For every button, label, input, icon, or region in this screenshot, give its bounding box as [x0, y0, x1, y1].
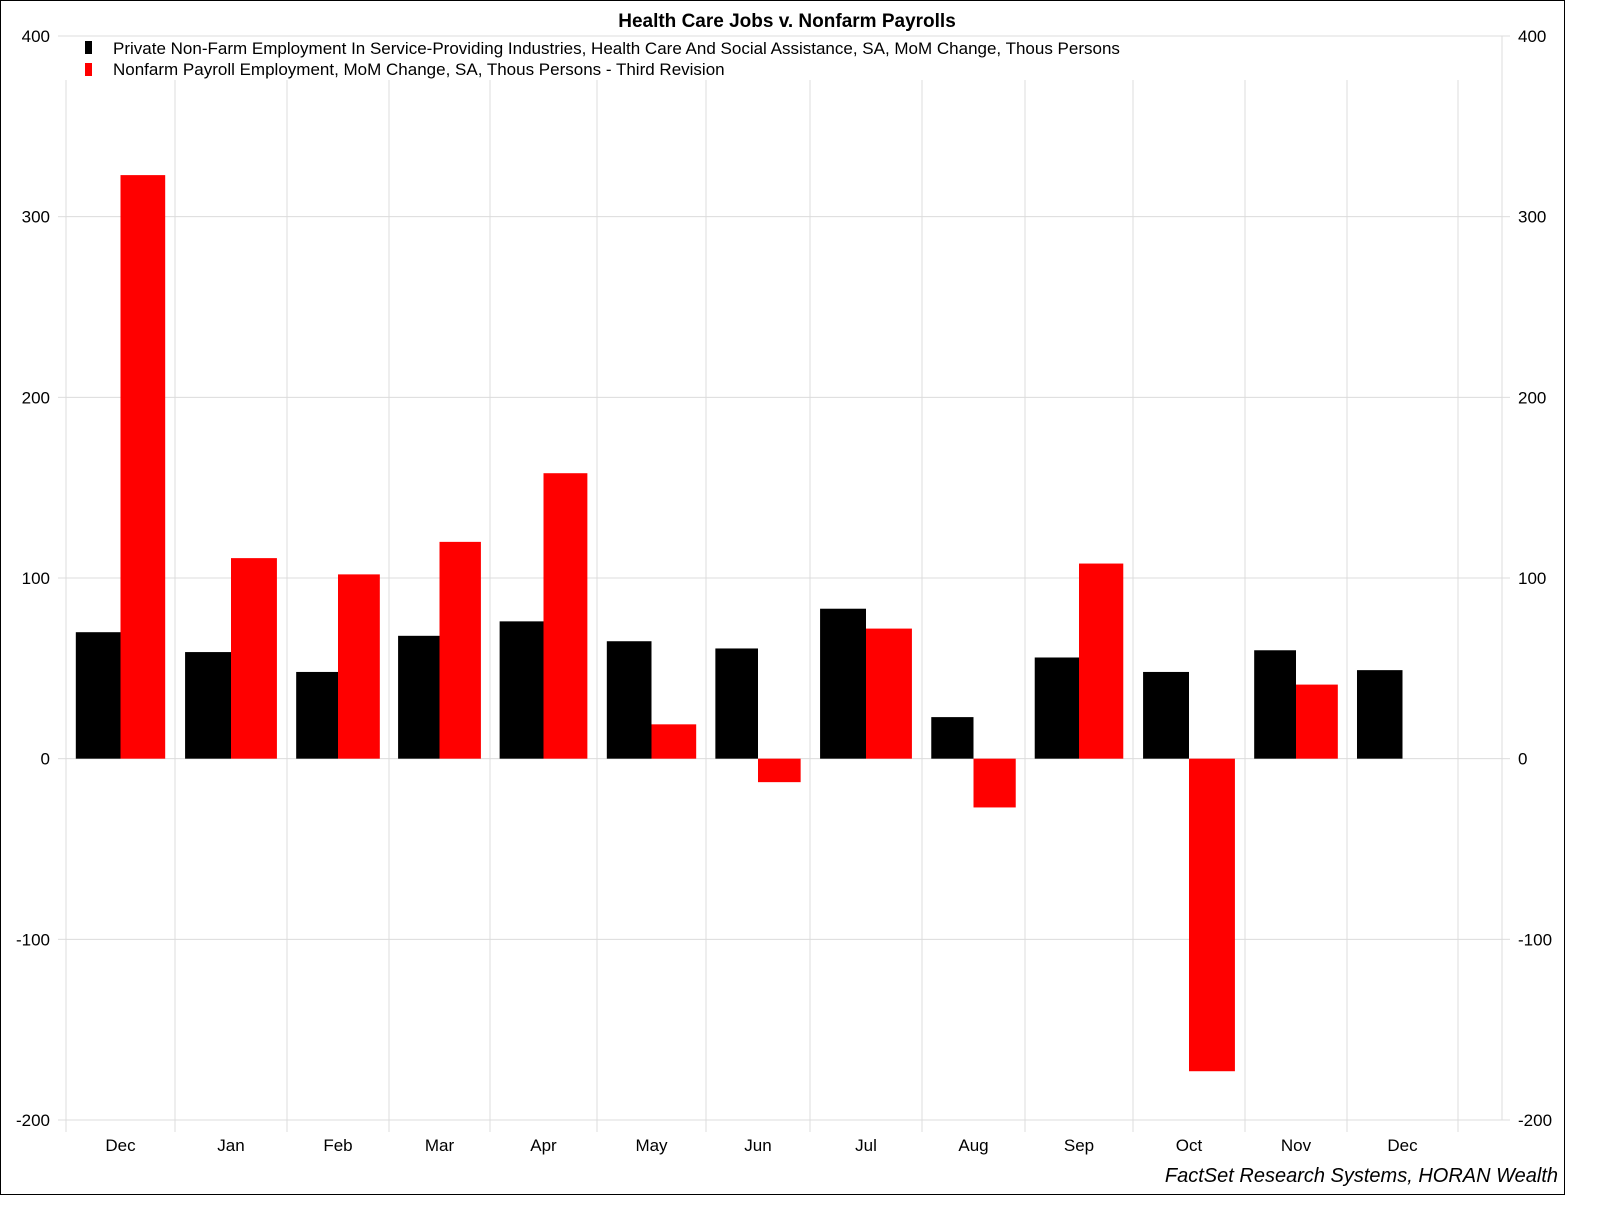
x-tick-label: Aug: [958, 1136, 988, 1155]
y-tick-label-right: 300: [1518, 208, 1546, 227]
y-tick-label-left: 200: [22, 388, 50, 407]
x-tick-label: Jul: [855, 1136, 877, 1155]
bar-health-care: [296, 671, 338, 759]
y-tick-label-left: 100: [22, 569, 50, 588]
y-tick-label-left: -100: [16, 930, 50, 949]
bar-health-care: [185, 652, 231, 759]
y-tick-label-left: -200: [16, 1111, 50, 1130]
bar-nonfarm: [439, 541, 481, 759]
bar-health-care: [820, 608, 866, 759]
y-tick-label-right: 200: [1518, 388, 1546, 407]
bar-health-care: [606, 641, 652, 759]
y-tick-label-right: -200: [1518, 1111, 1552, 1130]
bar-health-care: [1356, 670, 1403, 759]
y-tick-label-right: -100: [1518, 930, 1552, 949]
x-tick-label: Oct: [1176, 1136, 1203, 1155]
bar-health-care: [1254, 650, 1296, 759]
x-tick-label: Feb: [323, 1136, 352, 1155]
y-tick-label-left: 400: [22, 27, 50, 46]
y-tick-label-right: 100: [1518, 569, 1546, 588]
x-tick-label: Jun: [744, 1136, 771, 1155]
source-note: FactSet Research Systems, HORAN Wealth: [1165, 1165, 1558, 1187]
bar-health-care: [931, 717, 974, 759]
bar-health-care: [398, 635, 440, 759]
bar-nonfarm: [543, 473, 588, 759]
bar-nonfarm: [758, 758, 801, 783]
bar-nonfarm: [866, 628, 912, 759]
bar-health-care: [715, 648, 758, 759]
bar-health-care: [499, 621, 544, 759]
x-tick-label: Mar: [425, 1136, 455, 1155]
chart-frame: [0, 0, 1565, 1195]
bar-nonfarm: [1189, 758, 1235, 1072]
legend-label-nonfarm: Nonfarm Payroll Employment, MoM Change, …: [113, 60, 725, 79]
x-tick-label: Nov: [1281, 1136, 1312, 1155]
bar-health-care: [1034, 657, 1079, 759]
x-tick-label: Apr: [530, 1136, 557, 1155]
bar-nonfarm: [1296, 684, 1338, 759]
x-tick-label: May: [635, 1136, 668, 1155]
bar-nonfarm: [1079, 563, 1124, 759]
x-tick-label: Jan: [217, 1136, 244, 1155]
legend-label-health-care: Private Non-Farm Employment In Service-P…: [113, 39, 1120, 58]
bar-health-care: [75, 632, 121, 759]
y-tick-label-left: 0: [41, 750, 50, 769]
x-tick-label: Dec: [105, 1136, 136, 1155]
legend-swatch-black: [85, 41, 92, 54]
x-tick-label: Sep: [1064, 1136, 1094, 1155]
bar-nonfarm: [231, 558, 277, 759]
bar-nonfarm: [338, 574, 380, 759]
bar-nonfarm: [973, 758, 1016, 808]
y-tick-label-right: 0: [1518, 750, 1527, 769]
bar-nonfarm: [120, 175, 166, 759]
y-tick-label-right: 400: [1518, 27, 1546, 46]
y-tick-label-left: 300: [22, 208, 50, 227]
chart-title: Health Care Jobs v. Nonfarm Payrolls: [618, 11, 956, 32]
x-tick-label: Dec: [1387, 1136, 1418, 1155]
bar-health-care: [1143, 671, 1189, 759]
bar-nonfarm: [651, 724, 697, 759]
legend-swatch-red: [85, 63, 92, 76]
